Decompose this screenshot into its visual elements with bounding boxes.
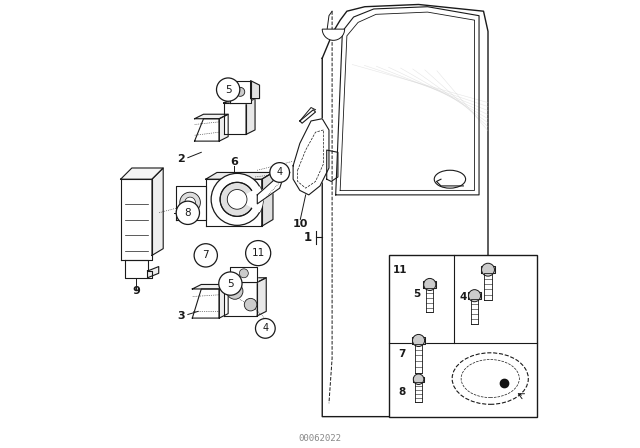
Circle shape bbox=[244, 298, 257, 311]
Polygon shape bbox=[481, 266, 495, 273]
Circle shape bbox=[255, 319, 275, 338]
Polygon shape bbox=[471, 299, 478, 323]
Text: 6: 6 bbox=[230, 157, 238, 167]
Circle shape bbox=[180, 192, 200, 213]
Circle shape bbox=[227, 190, 247, 209]
Circle shape bbox=[236, 87, 244, 96]
Polygon shape bbox=[120, 168, 163, 179]
Polygon shape bbox=[484, 273, 492, 300]
Text: 7: 7 bbox=[202, 250, 209, 260]
Circle shape bbox=[227, 283, 243, 299]
Circle shape bbox=[176, 201, 200, 224]
Polygon shape bbox=[223, 103, 246, 134]
Circle shape bbox=[270, 163, 289, 182]
Polygon shape bbox=[205, 172, 273, 179]
Circle shape bbox=[413, 334, 424, 347]
Text: 5: 5 bbox=[227, 279, 234, 289]
Polygon shape bbox=[125, 260, 152, 278]
Polygon shape bbox=[152, 168, 163, 255]
Circle shape bbox=[413, 374, 424, 384]
Text: 11: 11 bbox=[392, 265, 407, 275]
Text: 11: 11 bbox=[252, 248, 265, 258]
Polygon shape bbox=[120, 179, 152, 260]
Text: 8: 8 bbox=[398, 387, 406, 397]
Circle shape bbox=[481, 263, 495, 276]
Polygon shape bbox=[257, 177, 282, 204]
Ellipse shape bbox=[461, 359, 520, 398]
Text: 4: 4 bbox=[460, 293, 467, 302]
Polygon shape bbox=[426, 288, 433, 313]
Polygon shape bbox=[412, 337, 425, 344]
Text: 9: 9 bbox=[132, 286, 140, 296]
Text: 1: 1 bbox=[304, 231, 312, 244]
Polygon shape bbox=[468, 292, 481, 299]
Circle shape bbox=[219, 272, 242, 295]
Polygon shape bbox=[230, 81, 250, 103]
Circle shape bbox=[246, 241, 271, 266]
Text: 4: 4 bbox=[262, 323, 268, 333]
Polygon shape bbox=[246, 99, 255, 134]
Polygon shape bbox=[223, 99, 255, 103]
Circle shape bbox=[424, 278, 436, 290]
Text: 7: 7 bbox=[398, 349, 406, 359]
Circle shape bbox=[194, 244, 218, 267]
Polygon shape bbox=[415, 382, 422, 402]
Polygon shape bbox=[192, 284, 228, 289]
Polygon shape bbox=[323, 4, 488, 417]
Circle shape bbox=[216, 78, 240, 101]
Text: 8: 8 bbox=[184, 208, 191, 218]
Polygon shape bbox=[423, 281, 436, 288]
Text: 5: 5 bbox=[413, 289, 420, 299]
Circle shape bbox=[185, 197, 195, 208]
Polygon shape bbox=[257, 278, 266, 316]
Circle shape bbox=[220, 182, 254, 216]
Polygon shape bbox=[219, 114, 228, 141]
Polygon shape bbox=[223, 282, 257, 316]
Polygon shape bbox=[147, 267, 159, 278]
Polygon shape bbox=[223, 278, 266, 282]
Text: 10: 10 bbox=[292, 219, 308, 229]
Ellipse shape bbox=[452, 353, 529, 404]
Polygon shape bbox=[205, 179, 262, 226]
Polygon shape bbox=[326, 150, 338, 181]
Polygon shape bbox=[413, 376, 424, 382]
Polygon shape bbox=[219, 284, 228, 318]
Polygon shape bbox=[192, 289, 219, 318]
Text: 3: 3 bbox=[177, 311, 185, 321]
Wedge shape bbox=[237, 186, 263, 212]
Text: 2: 2 bbox=[177, 154, 185, 164]
Circle shape bbox=[211, 173, 263, 225]
Wedge shape bbox=[323, 29, 344, 40]
Bar bbox=[389, 255, 538, 417]
Text: 5: 5 bbox=[225, 85, 232, 95]
Polygon shape bbox=[230, 267, 257, 282]
Text: 00062022: 00062022 bbox=[298, 434, 342, 443]
Polygon shape bbox=[250, 81, 260, 99]
Text: 4: 4 bbox=[276, 168, 283, 177]
Polygon shape bbox=[195, 119, 219, 141]
Polygon shape bbox=[293, 119, 329, 195]
Ellipse shape bbox=[434, 170, 466, 188]
Polygon shape bbox=[176, 186, 205, 220]
Polygon shape bbox=[415, 344, 422, 373]
Circle shape bbox=[239, 269, 248, 278]
Polygon shape bbox=[300, 110, 316, 123]
Polygon shape bbox=[195, 114, 228, 119]
Polygon shape bbox=[262, 172, 273, 226]
Circle shape bbox=[468, 289, 481, 302]
